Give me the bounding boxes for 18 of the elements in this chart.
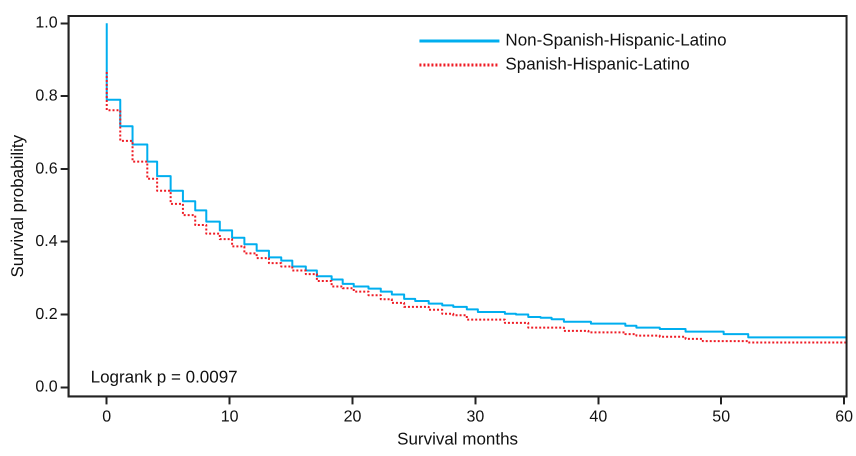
x-tick-label: 0 [102,408,112,426]
legend-label: Spanish-Hispanic-Latino [505,54,690,74]
y-tick-label: 0.8 [35,87,58,104]
annotation: Logrank p = 0.0097 [90,368,238,387]
y-tick-label: 0.4 [35,233,58,250]
x-tick-label: 30 [466,408,484,426]
x-tick-label: 50 [712,408,730,426]
x-tick-label: 20 [344,408,362,426]
y-tick-label: 0.2 [35,306,58,323]
legend-label: Non-Spanish-Hispanic-Latino [505,30,727,50]
y-tick-label: 0.6 [35,160,58,178]
x-tick-label: 10 [220,408,239,426]
x-axis-title: Survival months [397,429,518,448]
x-tick-label: 60 [835,408,854,426]
y-axis-title: Survival probability [8,134,27,278]
y-tick-label: 1.0 [35,14,58,32]
y-tick-label: 0.0 [35,378,58,396]
x-tick-label: 40 [589,408,608,426]
